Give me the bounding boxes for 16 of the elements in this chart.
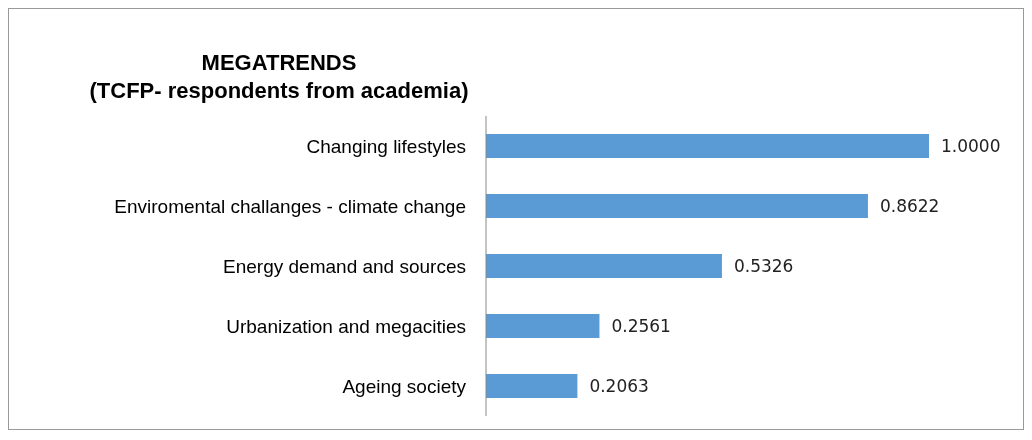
text: MEGATRENDS (TCFP- respondents from academia) — [88, 49, 470, 105]
data-label: 0.5326 — [733, 256, 794, 277]
y-tick-label: Energy demand and sources — [223, 255, 466, 277]
bar — [486, 314, 600, 338]
y-tick-label: Enviromental challanges - climate change — [114, 195, 466, 217]
data-label: 1.0000 — [941, 136, 1001, 157]
data-label: 0.2561 — [611, 316, 671, 337]
bar — [486, 134, 929, 158]
y-tick-label: Ageing society — [342, 375, 467, 397]
data-label: 0.8622 — [879, 196, 940, 217]
bar — [486, 194, 868, 218]
bar — [486, 254, 722, 278]
bar — [486, 374, 578, 398]
y-tick-label: Urbanization and megacities — [226, 315, 466, 337]
y-tick-label: Changing lifestyles — [306, 135, 466, 157]
data-label: 0.2063 — [589, 376, 649, 397]
